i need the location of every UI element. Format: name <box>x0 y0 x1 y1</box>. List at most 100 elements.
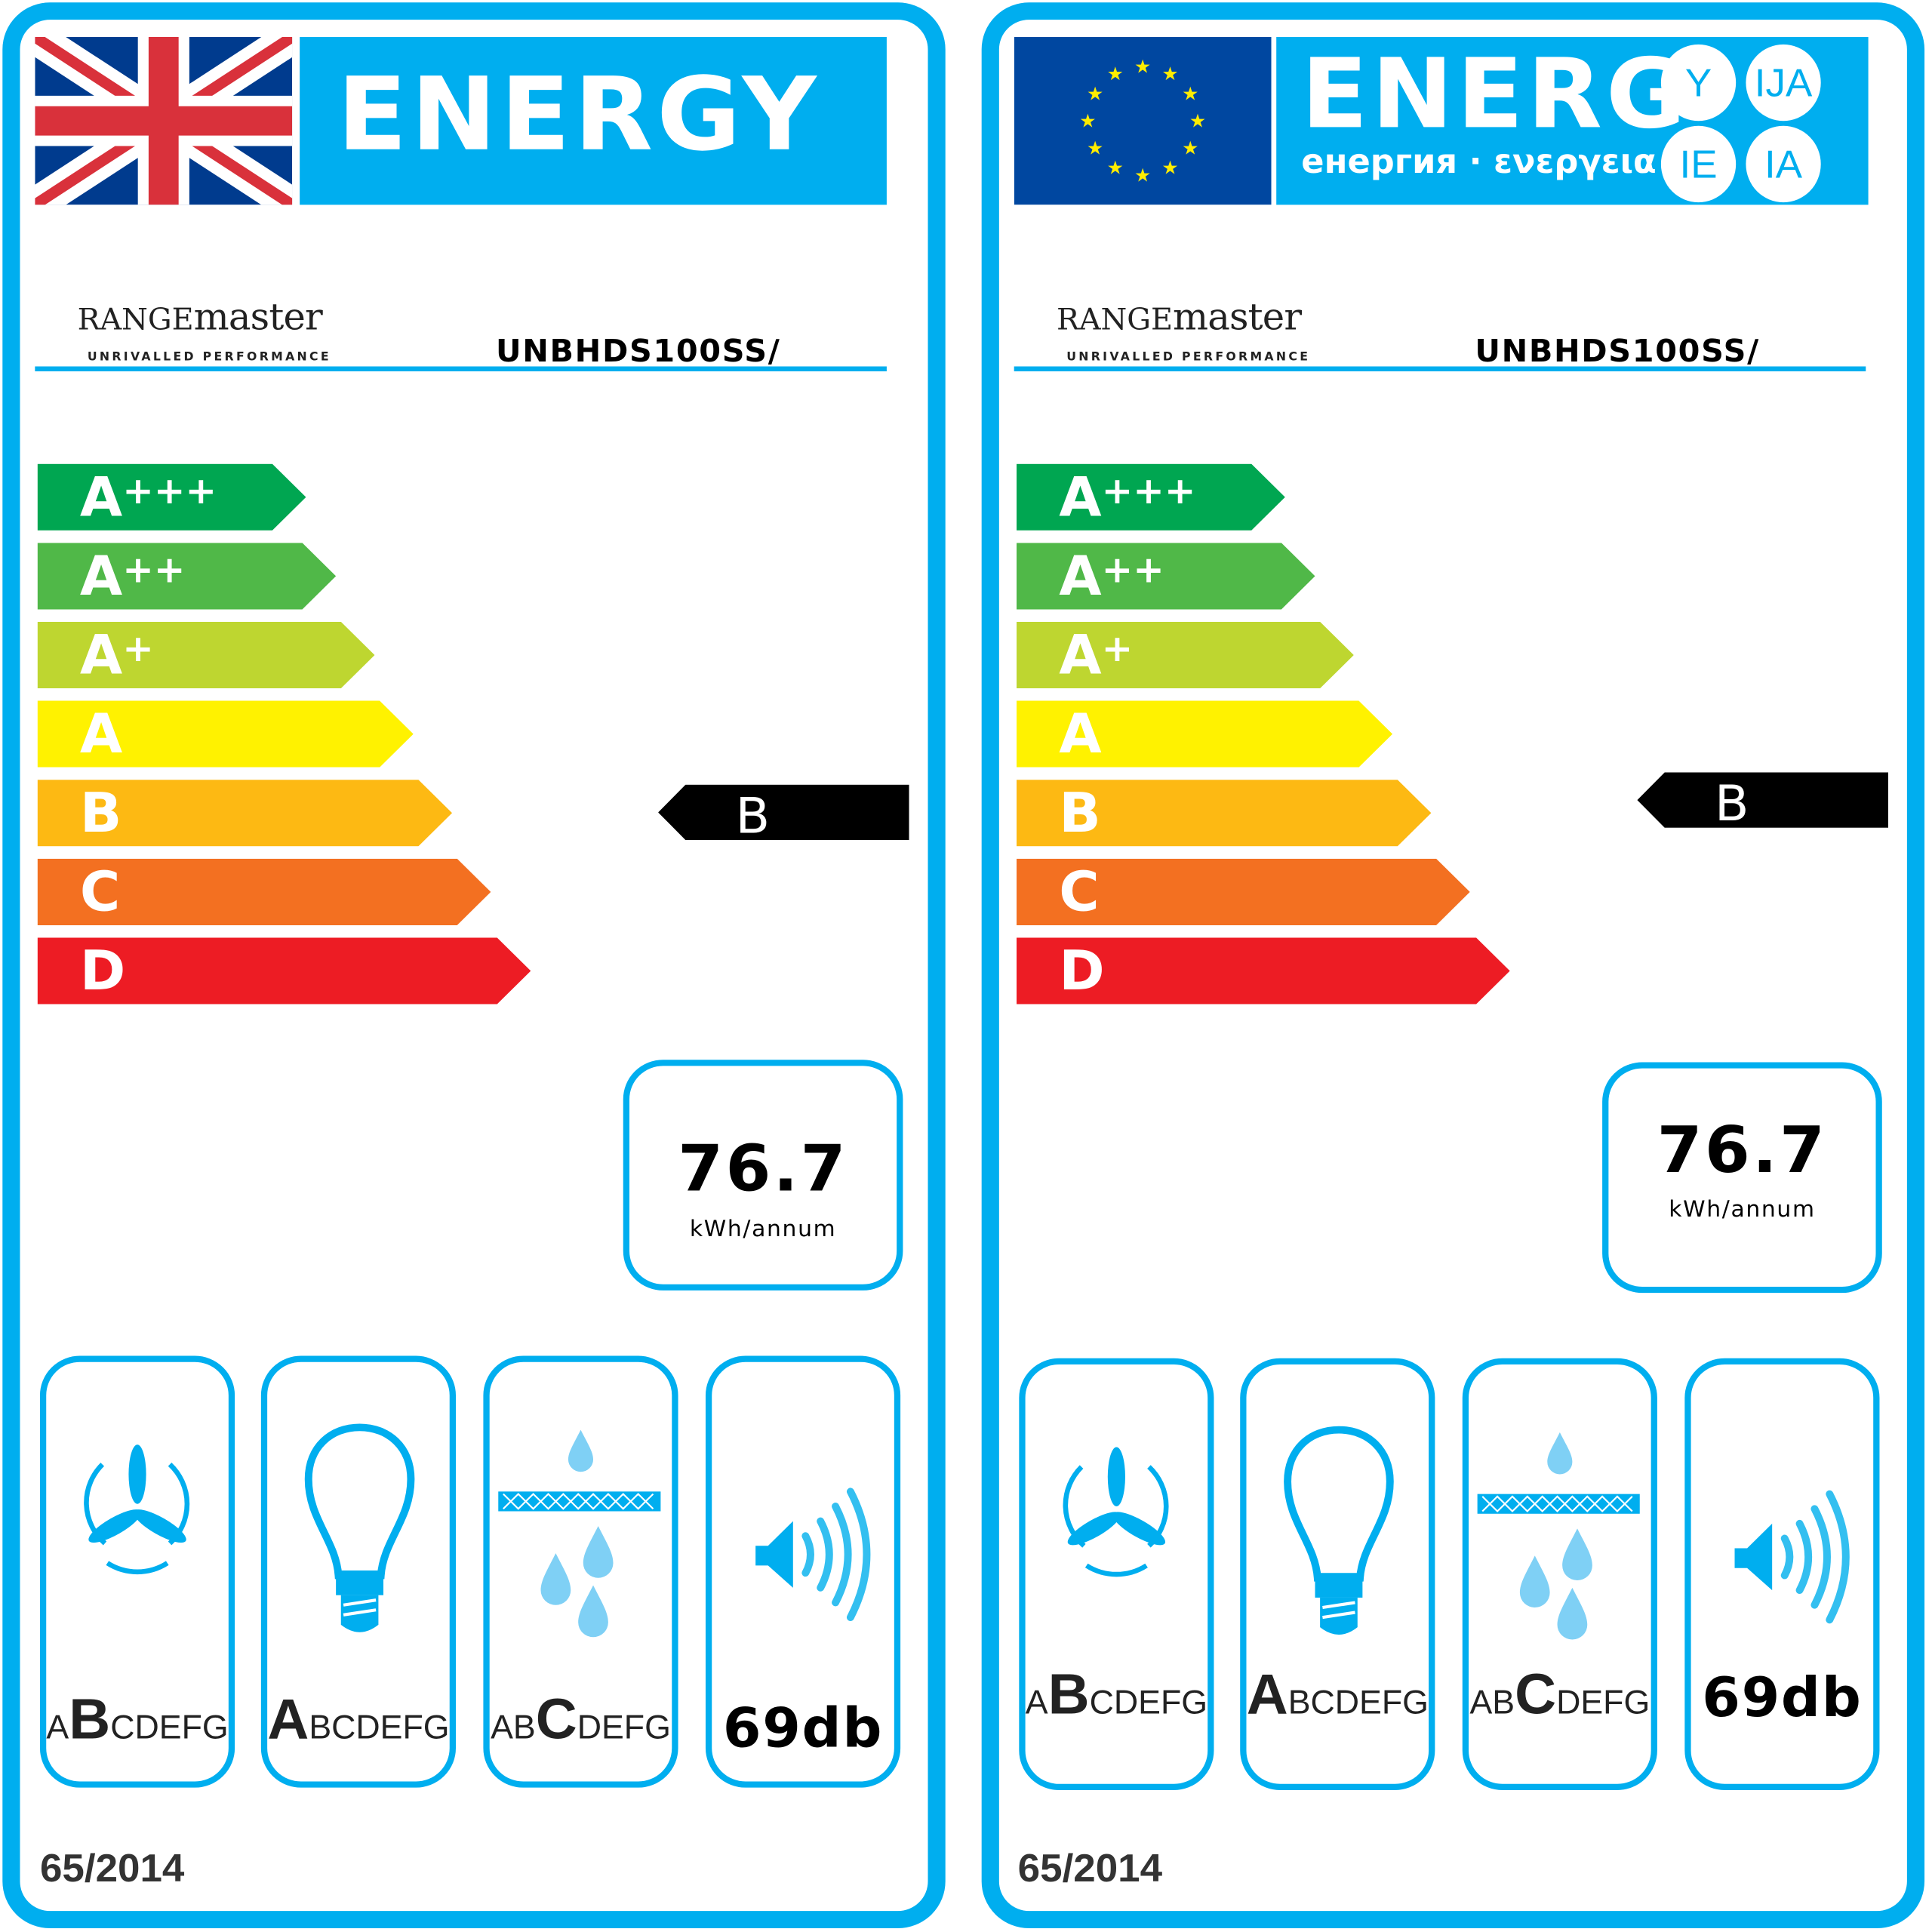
svg-text:★: ★ <box>1161 157 1178 179</box>
scale-before: AB <box>1469 1684 1515 1721</box>
energy-class-arrow: A+++ <box>1017 463 1285 531</box>
energy-class-arrow: D <box>1017 937 1510 1004</box>
header-title: ENERGY <box>337 57 820 174</box>
energy-label-uk: ENERGY RANGEmaster UNRIVALLED PERFORMANCE U… <box>0 0 961 1932</box>
consumption-unit: kWh/annum <box>689 1216 837 1243</box>
consumption-value: 76.7 <box>1657 1114 1828 1189</box>
indicator-speaker: 69db <box>1684 1358 1880 1790</box>
rating-letter: B <box>735 788 771 845</box>
indicator-light-bulb: ABCDEFG <box>1240 1358 1435 1790</box>
scale-rating: C <box>535 1686 577 1751</box>
energy-class-plus: +++ <box>122 469 217 514</box>
indicator-light-bulb: ABCDEFG <box>260 1355 457 1788</box>
energy-class-arrow: B <box>1017 780 1432 847</box>
brand-name-caps: RANGE <box>1056 302 1174 337</box>
brand-name-lower: master <box>193 296 323 340</box>
energy-class-arrow: C <box>37 858 491 926</box>
uk-flag-icon <box>35 37 293 205</box>
energy-class-plus: + <box>1101 628 1134 672</box>
indicator-grease-filter: ABCDEFG <box>483 1355 678 1788</box>
svg-text:★: ★ <box>1161 63 1178 85</box>
efficiency-scale: ABCDEFG <box>267 1685 450 1752</box>
svg-text:★: ★ <box>1087 137 1103 158</box>
speaker-icon <box>706 1417 899 1701</box>
rating-letter: B <box>1715 776 1749 833</box>
speaker-icon <box>1684 1420 1878 1704</box>
energy-class-arrow: A+ <box>1017 621 1354 689</box>
svg-text:★: ★ <box>1087 83 1103 105</box>
scale-before: A <box>46 1709 69 1746</box>
language-suffix-badge: Y <box>1660 44 1737 122</box>
energy-class-letter: A <box>1059 703 1102 767</box>
header-title: ENERG <box>1301 39 1690 151</box>
indicator-fan: ABCDEFG <box>39 1355 235 1788</box>
svg-text:★: ★ <box>1182 83 1198 105</box>
energy-class-letter: C <box>79 861 121 924</box>
energy-class-arrow: A <box>1017 700 1393 768</box>
scale-before: AB <box>491 1709 536 1746</box>
energy-class-arrow: A+++ <box>37 463 306 531</box>
energy-class-plus: +++ <box>1101 469 1196 514</box>
scale-after: DEFG <box>1556 1684 1651 1721</box>
header-rule <box>1014 366 1866 372</box>
svg-text:★: ★ <box>1134 164 1151 186</box>
brand-tagline: UNRIVALLED PERFORMANCE <box>1066 350 1311 365</box>
efficiency-scale: ABCDEFG <box>46 1685 229 1752</box>
scale-rating: A <box>1246 1661 1288 1726</box>
energy-class-letter: A <box>1059 624 1102 688</box>
noise-level: 69db <box>1702 1666 1863 1730</box>
efficiency-scale: ABCDEFG <box>1026 1660 1208 1727</box>
energy-class-letter: A <box>79 466 123 530</box>
scale-after: BCDEFG <box>1287 1684 1429 1721</box>
consumption-box <box>623 1060 903 1291</box>
language-suffix-badge: IE <box>1660 125 1737 203</box>
scale-before: A <box>1025 1684 1048 1721</box>
eu-flag-icon: ★ ★ ★ ★ ★ ★ ★ ★ ★ ★ ★ ★ <box>1014 37 1272 205</box>
energy-class-letter: D <box>79 940 126 1004</box>
grease-filter-icon <box>1463 1420 1656 1704</box>
energy-class-letter: B <box>1059 782 1101 845</box>
energy-class-arrow: A+ <box>37 621 375 689</box>
energy-class-letter: C <box>1059 861 1100 924</box>
energy-class-letter: D <box>1059 940 1105 1004</box>
energy-class-letter: A <box>79 624 123 688</box>
scale-rating: B <box>1048 1661 1090 1726</box>
indicator-fan: ABCDEFG <box>1019 1358 1214 1790</box>
scale-rating: A <box>267 1686 309 1751</box>
indicator-grease-filter: ABCDEFG <box>1462 1358 1657 1790</box>
header-subtitle: енергия · ενεργεια <box>1301 143 1657 182</box>
scale-after: DEFG <box>577 1709 671 1746</box>
regulation-number: 65/2014 <box>1017 1845 1163 1890</box>
energy-class-letter: A <box>1059 545 1102 608</box>
efficiency-scale: ABCDEFG <box>1469 1660 1651 1727</box>
svg-text:★: ★ <box>1182 137 1198 158</box>
header-band: ENERGY <box>300 37 887 205</box>
indicator-speaker: 69db <box>705 1355 901 1788</box>
brand-name-caps: RANGE <box>77 302 194 337</box>
header-band: ENERG енергия · ενεργεια Y IJA IE IA <box>1276 37 1869 205</box>
svg-text:★: ★ <box>1079 110 1096 132</box>
svg-text:★: ★ <box>1189 110 1206 132</box>
brand-name-lower: master <box>1173 296 1302 340</box>
energy-class-arrow: A++ <box>1017 543 1315 610</box>
scale-after: BCDEFG <box>309 1709 450 1746</box>
noise-level: 69db <box>722 1697 884 1761</box>
energy-class-plus: ++ <box>1101 549 1164 592</box>
label-frame <box>2 2 946 1929</box>
grease-filter-icon <box>483 1417 676 1701</box>
efficiency-scale: ABCDEFG <box>1246 1660 1429 1727</box>
light-bulb-icon <box>1240 1420 1433 1704</box>
rating-arrow: B <box>658 784 909 841</box>
energy-class-arrow: B <box>37 780 453 847</box>
fan-icon <box>40 1417 233 1701</box>
brand-logo: RANGEmaster <box>77 296 323 340</box>
scale-rating: C <box>1515 1661 1557 1726</box>
energy-class-arrow: D <box>37 937 531 1004</box>
energy-label-eu: ★ ★ ★ ★ ★ ★ ★ ★ ★ ★ ★ ★ ENERG енергия · ενεργεια Y IJA I… <box>979 0 1932 1932</box>
model-number: UNBHDS100SS/ <box>1475 333 1760 369</box>
header-rule <box>35 366 887 372</box>
energy-class-letter: A <box>79 703 123 767</box>
energy-class-letter: B <box>79 782 122 845</box>
consumption-value: 76.7 <box>678 1132 848 1207</box>
